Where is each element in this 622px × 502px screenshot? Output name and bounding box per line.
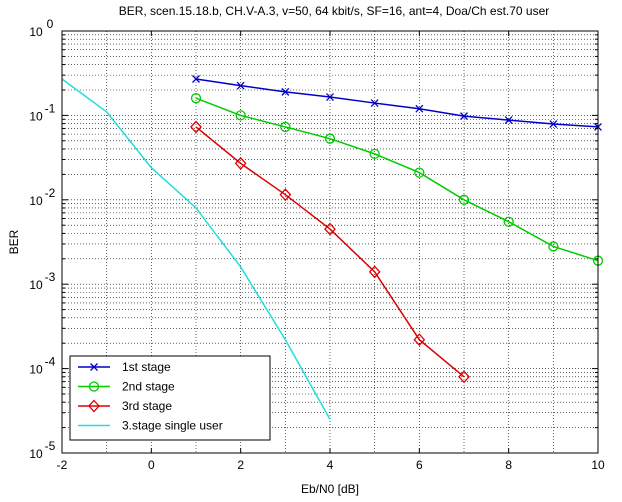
legend-label: 1st stage [122,360,171,374]
legend-marker [90,363,98,371]
y-tick-exponent: -1 [45,101,56,115]
series-line-2 [195,97,599,262]
series-line-1 [195,78,599,128]
data-point [281,87,290,96]
data-point [326,93,334,102]
data-point [279,188,292,202]
data-point [548,241,559,252]
data-point [458,194,470,205]
data-point [324,133,336,144]
chart-title: BER, scen.15.18.b, CH.V-A.3, v=50, 64 kb… [119,4,550,18]
x-tick-label: 10 [591,458,605,472]
data-point [458,370,470,384]
series-1 [192,75,602,131]
data-point [192,75,200,83]
x-tick-label: 8 [505,458,512,472]
data-point [460,112,468,121]
y-tick-exponent: 0 [47,17,54,31]
y-tick-label: 10 [29,109,43,123]
data-point [368,265,381,279]
data-point [234,156,247,170]
grid [62,31,598,453]
series-3 [190,120,470,384]
legend-item-4: 3.stage single user [78,419,223,433]
y-tick-label: 10 [29,194,43,208]
data-point [415,104,424,113]
data-point [235,110,246,121]
y-tick-exponent: -3 [45,270,56,284]
data-point [503,216,514,227]
legend-label: 2nd stage [122,380,175,394]
legend-marker [88,399,100,413]
y-tick-exponent: -2 [45,186,56,200]
legend-item-1: 1st stage [78,360,171,374]
data-point [369,148,380,160]
series-line-3 [195,126,465,378]
x-tick-label: 2 [237,458,244,472]
data-point [190,93,202,104]
x-tick-label: 4 [327,458,334,472]
y-tick-label: 10 [29,447,43,461]
x-tick-label: 0 [148,458,155,472]
data-point [324,222,336,236]
data-point [190,120,202,134]
y-tick-exponent: -5 [45,439,56,453]
data-point [413,333,426,347]
data-point [236,81,245,90]
series-4 [61,78,331,420]
data-point [549,120,558,128]
y-tick-exponent: -4 [45,355,56,369]
data-point [370,99,379,108]
data-point [414,167,425,178]
legend-label: 3.stage single user [122,419,223,433]
x-ticks: -2 0 2 4 6 8 10 [57,31,605,472]
x-tick-label: 6 [416,458,423,472]
legend-item-2: 2nd stage [78,380,175,394]
y-tick-label: 10 [29,25,43,39]
y-tick-label: 10 [29,363,43,377]
legend: 1st stage 2nd stage 3rd stage 3.stage singl… [69,355,271,441]
legend-item-3: 3rd stage [78,399,172,413]
y-axis-label: BER [7,229,21,254]
legend-marker [88,381,100,392]
legend-label: 3rd stage [122,399,172,413]
data-point [504,116,513,125]
series-line-4 [61,78,331,420]
x-tick-label: -2 [57,458,68,472]
x-axis-label: Eb/N0 [dB] [301,482,359,496]
data-point [280,121,291,133]
y-tick-label: 10 [29,278,43,292]
